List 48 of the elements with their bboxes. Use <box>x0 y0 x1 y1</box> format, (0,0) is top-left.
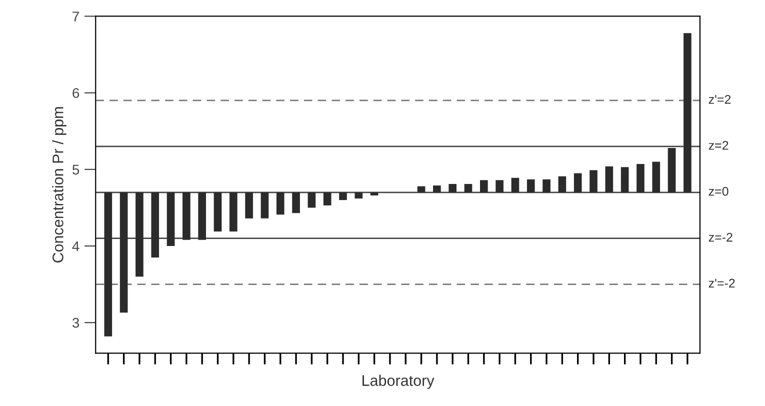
bar <box>120 192 128 313</box>
bar <box>151 192 160 258</box>
text: z=0 <box>708 186 728 196</box>
bar <box>260 192 269 218</box>
bar <box>166 192 175 246</box>
y-axis-title: Concentration Pr / ppm <box>52 107 66 262</box>
bar <box>496 180 504 192</box>
text: z=-2 <box>708 232 732 242</box>
bar <box>323 192 332 206</box>
text: z'=2 <box>708 94 731 104</box>
text: z'=-2 <box>708 278 735 288</box>
bar <box>542 179 550 192</box>
bar <box>370 192 378 196</box>
bar <box>339 192 347 200</box>
bar <box>292 192 300 214</box>
bar <box>136 192 144 277</box>
bar <box>308 192 316 208</box>
bar <box>620 167 629 192</box>
text: z=2 <box>708 140 728 150</box>
bar <box>245 192 253 218</box>
bar <box>511 178 520 192</box>
y-tick-label: 7 <box>72 12 79 22</box>
bar <box>433 185 441 192</box>
y-tick-label: 6 <box>72 88 80 98</box>
bar <box>214 192 222 232</box>
bar <box>652 162 660 192</box>
bar <box>229 192 238 232</box>
bar <box>684 33 692 192</box>
bar <box>182 192 190 240</box>
bar <box>448 184 457 192</box>
y-tick-label: 5 <box>72 164 80 175</box>
bar <box>354 192 363 199</box>
bar <box>605 166 614 192</box>
y-tick-label: 3 <box>72 318 80 328</box>
bar <box>668 148 676 192</box>
bar <box>198 192 206 240</box>
bar <box>276 192 284 215</box>
bar <box>526 179 535 192</box>
bar <box>464 184 472 192</box>
bar <box>558 176 566 192</box>
x-axis-title: Laboratory <box>362 374 434 389</box>
bar <box>417 186 426 192</box>
bar <box>590 170 598 192</box>
bar <box>574 173 582 192</box>
y-tick-label: 4 <box>72 241 80 252</box>
bar <box>636 164 644 192</box>
bar <box>104 192 112 336</box>
bar <box>480 180 488 192</box>
